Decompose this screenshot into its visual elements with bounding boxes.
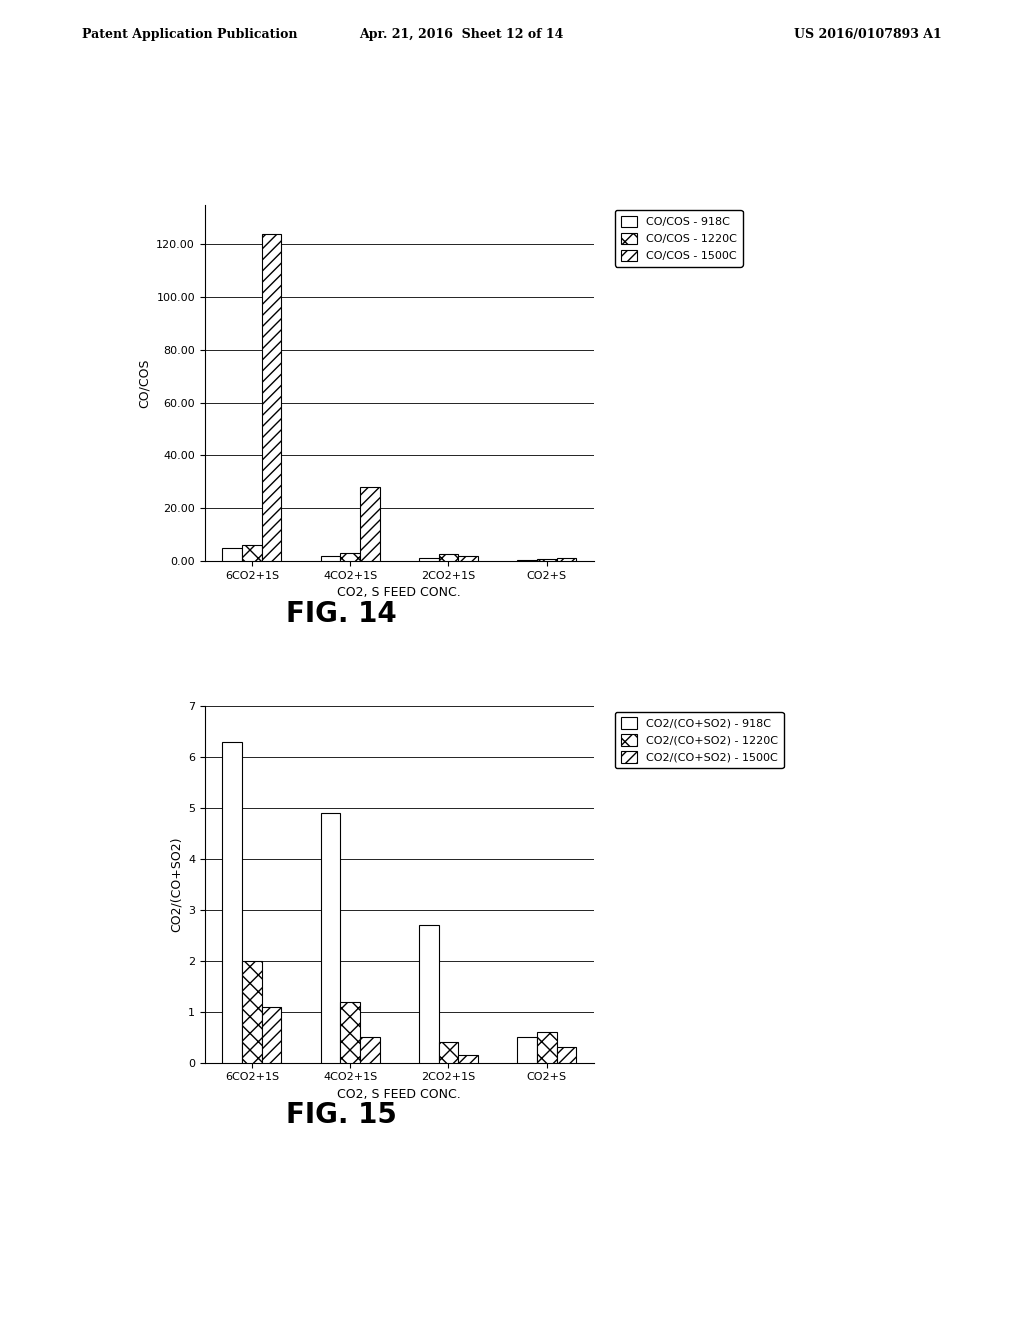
Bar (321, 556, 340, 561)
Bar (262, 1007, 282, 1063)
Bar (537, 1032, 557, 1063)
Y-axis label: CO2/(CO+SO2): CO2/(CO+SO2) (169, 837, 182, 932)
Text: US 2016/0107893 A1: US 2016/0107893 A1 (795, 28, 942, 41)
Bar (340, 1002, 360, 1063)
Bar (459, 1055, 478, 1063)
Bar (262, 234, 282, 561)
Bar (360, 487, 380, 561)
Text: FIG. 15: FIG. 15 (286, 1101, 396, 1130)
X-axis label: CO2, S FEED CONC.: CO2, S FEED CONC. (338, 586, 461, 599)
Bar (459, 556, 478, 561)
Text: Patent Application Publication: Patent Application Publication (82, 28, 297, 41)
X-axis label: CO2, S FEED CONC.: CO2, S FEED CONC. (338, 1088, 461, 1101)
Bar (222, 548, 242, 561)
Bar (222, 742, 242, 1063)
Text: FIG. 14: FIG. 14 (286, 599, 396, 628)
Bar (242, 961, 262, 1063)
Bar (537, 558, 557, 561)
Bar (419, 558, 438, 561)
Bar (419, 925, 438, 1063)
Bar (340, 553, 360, 561)
Bar (438, 554, 459, 561)
Bar (242, 545, 262, 561)
Bar (517, 1038, 537, 1063)
Legend: CO/COS - 918C, CO/COS - 1220C, CO/COS - 1500C: CO/COS - 918C, CO/COS - 1220C, CO/COS - … (615, 210, 742, 267)
Bar (438, 1043, 459, 1063)
Legend: CO2/(CO+SO2) - 918C, CO2/(CO+SO2) - 1220C, CO2/(CO+SO2) - 1500C: CO2/(CO+SO2) - 918C, CO2/(CO+SO2) - 1220… (615, 711, 783, 768)
Bar (321, 813, 340, 1063)
Bar (557, 558, 577, 561)
Text: Apr. 21, 2016  Sheet 12 of 14: Apr. 21, 2016 Sheet 12 of 14 (358, 28, 563, 41)
Bar (557, 1047, 577, 1063)
Bar (360, 1038, 380, 1063)
Y-axis label: CO/COS: CO/COS (138, 358, 151, 408)
